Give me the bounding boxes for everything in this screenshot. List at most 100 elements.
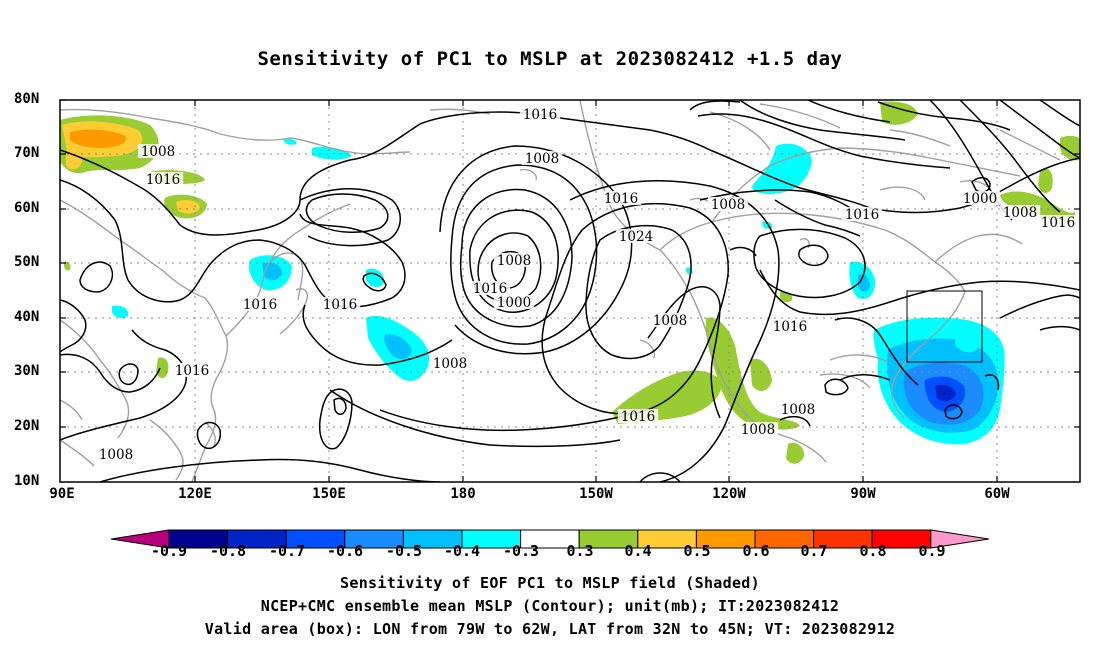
lat-label: 80N [14, 91, 40, 107]
contour-label: 1008 [653, 313, 687, 329]
colorbar-label: 0.4 [624, 542, 652, 560]
lon-label: 90E [49, 486, 75, 502]
contour-label: 1016 [146, 172, 180, 188]
contour-label-bg [319, 297, 361, 311]
contour-label: 1000 [963, 191, 997, 207]
negative-shade [935, 384, 956, 402]
contour-label-bg [521, 151, 563, 165]
contour-label-bg [841, 207, 883, 221]
lon-label: 60W [984, 486, 1010, 502]
lat-label: 60N [14, 200, 40, 216]
caption-shading: Sensitivity of EOF PC1 to MSLP field (Sh… [340, 574, 760, 592]
contour-label: 1024 [619, 229, 653, 245]
contour-label-bg [493, 253, 535, 267]
contour-label-bg [142, 172, 184, 186]
positive-shade [156, 357, 169, 378]
contour-label: 1016 [1041, 215, 1075, 231]
contour-label: 1000 [497, 295, 531, 311]
contour-label-bg [519, 107, 561, 121]
colorbar [110, 529, 989, 549]
positive-shade [70, 129, 127, 148]
positive-shade [1038, 168, 1053, 194]
contour-label-bg [171, 363, 213, 377]
colorbar-label: -0.5 [385, 542, 423, 560]
contour-label-bg [617, 409, 659, 423]
contour-label-bg [429, 356, 471, 370]
caption-contour: NCEP+CMC ensemble mean MSLP (Contour); u… [260, 597, 840, 615]
colorbar-label: -0.4 [443, 542, 481, 560]
contour-label-bg [769, 319, 811, 333]
positive-shade [786, 442, 805, 464]
contour-label: 1008 [1003, 205, 1037, 221]
lat-label: 50N [14, 254, 40, 270]
contour-label-bg [615, 229, 657, 243]
lon-label: 150E [312, 486, 346, 502]
contour-label: 1016 [323, 297, 357, 313]
contour-label: 1016 [523, 107, 557, 123]
map-frame [59, 99, 1081, 483]
negative-shade [858, 274, 870, 292]
contour-label-bg [959, 191, 1001, 205]
lon-label: 180 [450, 486, 476, 502]
negative-shade [112, 305, 129, 319]
contour-label-bg [1037, 215, 1079, 229]
lat-label: 70N [14, 145, 40, 161]
contour-label-bg [737, 422, 779, 436]
contour-label: 1016 [773, 319, 807, 335]
colorbar-label: 0.5 [683, 542, 711, 560]
negative-shade [283, 138, 297, 145]
lon-label: 150W [579, 486, 613, 502]
lon-label: 90W [850, 486, 876, 502]
colorbar-label: -0.3 [502, 542, 540, 560]
valid-area-box [906, 290, 983, 363]
colorbar-label: -0.9 [150, 542, 188, 560]
axis-ticks [60, 99, 1080, 482]
contour-label: 1008 [711, 197, 745, 213]
colorbar-label: 0.7 [800, 542, 828, 560]
positive-shade [750, 358, 772, 392]
contour-label-bg [649, 313, 691, 327]
positive-shade [176, 199, 200, 214]
contour-label-bg [999, 205, 1041, 219]
contour-label: 1008 [433, 356, 467, 372]
contour-label: 1016 [845, 207, 879, 223]
colorbar-label: 0.9 [918, 542, 946, 560]
lat-label: 10N [14, 473, 40, 489]
colorbar-label: 0.8 [859, 542, 887, 560]
contour-label-bg [777, 402, 819, 416]
contour-label: 1008 [141, 144, 175, 160]
contour-label: 1016 [243, 297, 277, 313]
plot-title: Sensitivity of PC1 to MSLP at 2023082412… [257, 48, 843, 70]
contour-label: 1016 [473, 281, 507, 297]
contour-label: 1016 [621, 409, 655, 425]
contour-label-bg [600, 191, 642, 205]
contour-label: 1016 [175, 363, 209, 379]
contour-label-bg [137, 144, 179, 158]
contour-label-bg [239, 297, 281, 311]
lon-label: 120E [178, 486, 212, 502]
contour-label: 1016 [604, 191, 638, 207]
negative-shade [384, 334, 412, 360]
contour-label: 1008 [741, 422, 775, 438]
contour-label: 1008 [99, 447, 133, 463]
colorbar-label: -0.6 [326, 542, 364, 560]
contour-label: 1008 [497, 253, 531, 269]
lon-label: 120W [712, 486, 746, 502]
colorbar-label: 0.3 [566, 542, 594, 560]
colorbar-right-arrow [930, 529, 989, 549]
contour-label-bg [707, 197, 749, 211]
positive-shade [63, 261, 71, 271]
caption-valid-area: Valid area (box): LON from 79W to 62W, L… [204, 620, 896, 638]
graticule [60, 100, 1080, 482]
negative-shade [955, 333, 978, 353]
contour-label: 1008 [781, 402, 815, 418]
positive-shade [880, 101, 918, 125]
lat-label: 30N [14, 363, 40, 379]
negative-shade [752, 143, 812, 194]
contour-label-bg [493, 295, 535, 309]
lat-label: 20N [14, 418, 40, 434]
lat-label: 40N [14, 309, 40, 325]
contour-label: 1008 [525, 151, 559, 167]
